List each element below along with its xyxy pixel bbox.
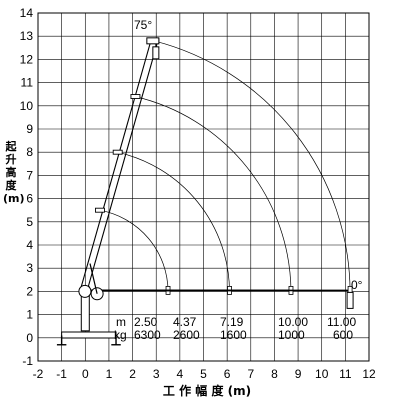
angle-label-75: 75° — [134, 18, 152, 32]
load-table: m kg 2.50 4.37 7.19 10.00 11.00 6300 260… — [114, 315, 356, 342]
crane-drawing — [56, 37, 354, 346]
reach-arcs — [82, 40, 353, 295]
boom-head — [146, 37, 160, 45]
x-tick-label: 12 — [362, 367, 376, 381]
luffing-cylinder — [89, 263, 98, 294]
load-value: 1600 — [220, 328, 247, 342]
y-tick-label: 12 — [20, 52, 34, 66]
plot-frame — [37, 12, 370, 362]
y-tick-label: 5 — [26, 215, 33, 229]
radius-unit-label: m — [116, 315, 126, 329]
radius-value: 11.00 — [327, 315, 356, 329]
radius-value: 7.19 — [220, 315, 244, 329]
crane-base — [61, 331, 117, 339]
boom-section-joint — [112, 149, 123, 155]
x-tick-label: 8 — [271, 367, 278, 381]
boom-section-joint — [130, 94, 141, 99]
load-unit-label: kg — [114, 328, 127, 342]
x-axis-title: 工 作 幅 度 (m) — [163, 383, 251, 398]
hook-block — [152, 46, 160, 60]
load-value: 1000 — [278, 328, 305, 342]
y-tick-label: 11 — [21, 76, 34, 90]
y-axis-title-char: (m) — [3, 192, 25, 205]
y-tick-label: 4 — [26, 238, 33, 252]
x-tick-label: 4 — [177, 367, 184, 381]
load-value: 600 — [333, 328, 353, 342]
y-tick-label: 0 — [26, 331, 33, 345]
load-value: 2600 — [173, 328, 200, 342]
x-tick-label: 2 — [129, 367, 136, 381]
radius-value: 4.37 — [173, 315, 197, 329]
x-tick-label: -2 — [33, 367, 44, 381]
x-tick-label: 3 — [153, 367, 160, 381]
y-tick-label: 3 — [26, 261, 33, 275]
y-tick-label: 2 — [26, 284, 33, 298]
y-tick-label: 14 — [20, 6, 34, 20]
y-axis-title-char: 升 — [5, 153, 17, 166]
x-tick-label: -1 — [56, 367, 67, 381]
y-axis-title-char: 起 — [5, 140, 17, 153]
y-tick-label: 6 — [26, 192, 33, 206]
y-tick-label: 8 — [26, 145, 33, 159]
y-tick-label: 1 — [26, 308, 33, 322]
grid — [37, 12, 370, 362]
slewing-joint — [78, 284, 92, 298]
hook-block-horizontal — [346, 291, 354, 309]
x-tick-label: 1 — [106, 367, 113, 381]
radius-value: 10.00 — [278, 315, 308, 329]
radius-value: 2.50 — [134, 315, 158, 329]
boom-outline-left — [79, 40, 152, 292]
angle-label-0: 0° — [351, 278, 363, 292]
x-tick-label: 5 — [200, 367, 207, 381]
x-tick-label: 10 — [315, 367, 329, 381]
boom-outline-right — [86, 40, 159, 292]
y-axis-title-char: 度 — [5, 179, 17, 192]
y-tick-label: -1 — [22, 354, 33, 368]
y-tick-label: 9 — [26, 122, 33, 136]
axes: -2 -1 0 1 2 3 4 5 6 7 8 9 10 11 12-1012345678910111213… — [20, 6, 376, 381]
y-tick-label: 7 — [26, 168, 33, 182]
x-tick-label: 6 — [224, 367, 231, 381]
y-tick-label: 10 — [20, 99, 34, 113]
y-axis-title: 起升高度 (m) — [3, 140, 25, 205]
reach-arc — [134, 96, 292, 292]
reach-arc — [99, 209, 169, 292]
x-tick-label: 7 — [247, 367, 254, 381]
x-tick-label: 9 — [295, 367, 302, 381]
y-tick-label: 13 — [20, 29, 34, 43]
load-value: 6300 — [134, 328, 161, 342]
boom-section-joint — [95, 207, 105, 213]
x-tick-label: 0 — [82, 367, 89, 381]
y-axis-title-char: 高 — [5, 166, 17, 179]
reach-arc — [153, 40, 351, 292]
x-tick-label: 11 — [339, 367, 352, 381]
reach-arc — [117, 151, 230, 292]
